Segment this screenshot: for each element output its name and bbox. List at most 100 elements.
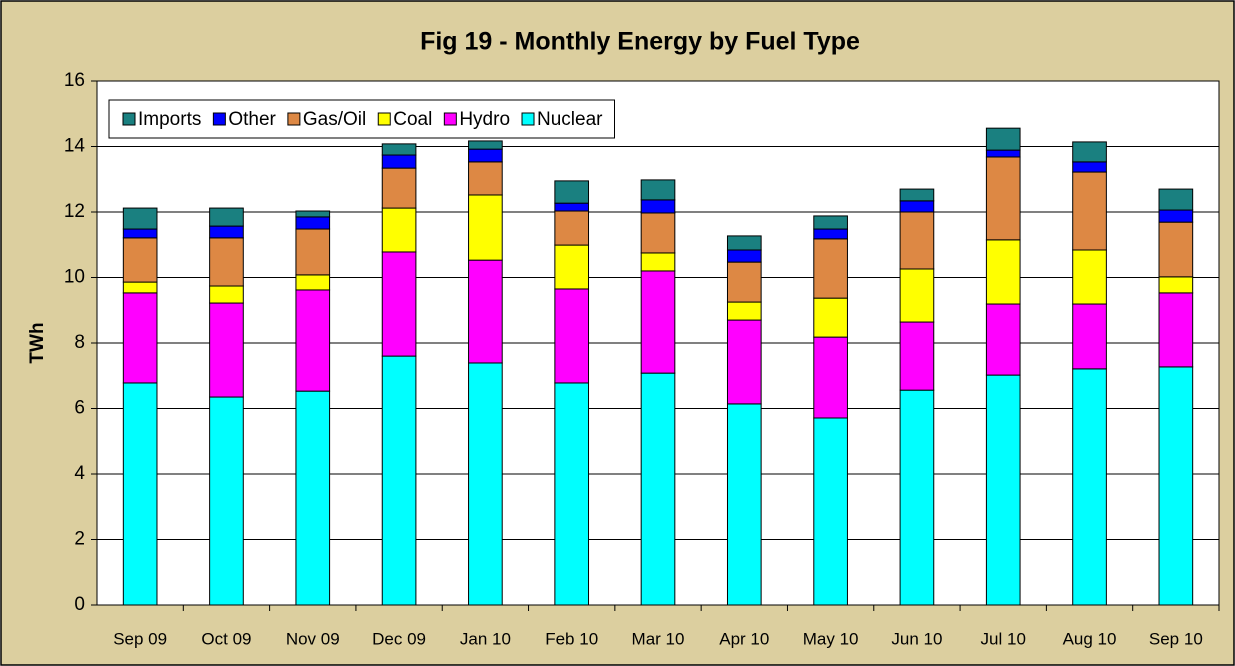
bar-segment: [1072, 141, 1107, 163]
bar-segment: [985, 303, 1021, 376]
y-tick-label: 16: [64, 70, 85, 91]
bar-segment: [295, 289, 331, 392]
x-tick-label: Feb 10: [545, 629, 598, 648]
bar-segment: [813, 238, 848, 299]
bar-segment: [122, 281, 158, 294]
bar-segment: [295, 216, 331, 230]
x-tick-label: Mar 10: [632, 629, 685, 648]
bar-segment: [1072, 303, 1107, 370]
bar-segment: [122, 228, 158, 239]
bar-segment: [554, 210, 590, 246]
bar-segment: [985, 239, 1021, 305]
bar-segment: [899, 389, 935, 606]
bar-segment: [640, 252, 676, 272]
legend-swatch: [521, 112, 535, 126]
bar-segment: [209, 237, 244, 287]
bar-segment: [381, 355, 417, 606]
legend-label: Coal: [393, 109, 432, 130]
y-tick-label: 4: [74, 463, 85, 484]
bar-segment: [640, 212, 676, 254]
y-tick-label: 12: [64, 201, 85, 222]
legend-swatch: [443, 112, 457, 126]
bar-segment: [1158, 221, 1194, 278]
bar-segment: [122, 292, 158, 384]
bar-segment: [209, 396, 244, 606]
bar-segment: [381, 207, 417, 253]
plot-border: [96, 80, 1220, 606]
bar-segment: [726, 319, 762, 405]
legend-label: Gas/Oil: [303, 109, 366, 130]
bar-segment: [726, 261, 762, 303]
x-tick-label: Nov 09: [286, 629, 340, 648]
bar-segment: [295, 228, 331, 276]
bar-segment: [554, 244, 590, 290]
y-tick-label: 6: [74, 398, 85, 419]
bar-segment: [813, 336, 848, 419]
bar-segment: [554, 288, 590, 384]
bar-segment: [209, 207, 244, 227]
bar-segment: [468, 194, 503, 261]
legend-swatch: [212, 112, 226, 126]
legend-swatch: [377, 112, 391, 126]
legend-label: Nuclear: [537, 109, 603, 130]
chart-title: Fig 19 - Monthly Energy by Fuel Type: [420, 28, 860, 56]
bar-segment: [899, 211, 935, 270]
bar-segment: [1072, 171, 1107, 251]
bar-segment: [468, 259, 503, 364]
bar-segment: [1158, 188, 1194, 211]
bar-segment: [381, 143, 417, 156]
x-tick-label: Dec 09: [372, 629, 426, 648]
bar-segment: [813, 228, 848, 240]
bar-segment: [122, 207, 158, 230]
bar-segment: [726, 403, 762, 606]
bar-segment: [985, 374, 1021, 606]
bar-segment: [554, 202, 590, 212]
bar-segment: [381, 167, 417, 209]
y-tick-label: 14: [64, 136, 86, 157]
bar-segment: [209, 225, 244, 239]
bar-segment: [985, 127, 1021, 151]
bar-segment: [381, 251, 417, 357]
bar-segment: [985, 149, 1021, 158]
y-tick-label: 2: [74, 529, 85, 550]
bar-segment: [640, 270, 676, 374]
bar-segment: [122, 237, 158, 283]
y-tick-label: 8: [74, 332, 85, 353]
bar-segment: [813, 417, 848, 606]
bar-segment: [899, 321, 935, 391]
bar-segment: [295, 274, 331, 291]
legend-label: Hydro: [459, 109, 510, 130]
legend-swatch: [287, 112, 301, 126]
x-tick-label: May 10: [803, 629, 859, 648]
bar-segment: [985, 156, 1021, 241]
bar-segment: [1158, 292, 1194, 368]
bar-segment: [295, 390, 331, 606]
bar-segment: [468, 161, 503, 196]
bar-segment: [1072, 249, 1107, 305]
y-tick-label: 10: [64, 267, 85, 288]
bar-segment: [209, 285, 244, 304]
legend: [108, 99, 615, 139]
x-tick-label: Jan 10: [460, 629, 511, 648]
bar-segment: [899, 188, 935, 202]
bar-segment: [554, 382, 590, 606]
x-tick-label: Jun 10: [891, 629, 942, 648]
bar-segment: [813, 297, 848, 338]
bar-segment: [295, 210, 331, 218]
bar-segment: [726, 249, 762, 263]
x-tick-label: Jul 10: [981, 629, 1026, 648]
bar-segment: [468, 362, 503, 606]
bar-segment: [209, 302, 244, 398]
bar-segment: [899, 200, 935, 213]
y-axis-label: TWh: [27, 322, 48, 363]
bar-segment: [726, 301, 762, 321]
bar-segment: [640, 199, 676, 214]
bar-segment: [1158, 276, 1194, 294]
x-tick-label: Oct 09: [201, 629, 251, 648]
bar-segment: [640, 372, 676, 606]
bar-segment: [381, 154, 417, 169]
bar-segment: [1072, 161, 1107, 173]
bar-segment: [1072, 368, 1107, 606]
